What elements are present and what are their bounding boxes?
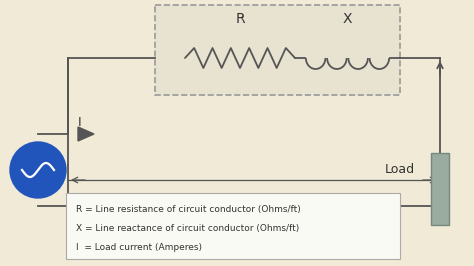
Text: Load: Load [385, 163, 415, 176]
Text: R = Line resistance of circuit conductor (Ohms/ft): R = Line resistance of circuit conductor… [76, 205, 301, 214]
Text: X: X [343, 12, 352, 26]
Bar [431, 153, 449, 225]
Text: R: R [235, 12, 245, 26]
Circle shape [10, 142, 66, 198]
Text: X = Line reactance of circuit conductor (Ohms/ft): X = Line reactance of circuit conductor … [76, 224, 299, 233]
Text: Circuit conductor length “L”: Circuit conductor length “L” [192, 193, 346, 203]
Text: I: I [78, 115, 82, 128]
Polygon shape [155, 5, 400, 95]
Text: I  = Load current (Amperes): I = Load current (Amperes) [76, 243, 202, 252]
FancyBboxPatch shape [66, 193, 400, 259]
Polygon shape [78, 127, 94, 141]
